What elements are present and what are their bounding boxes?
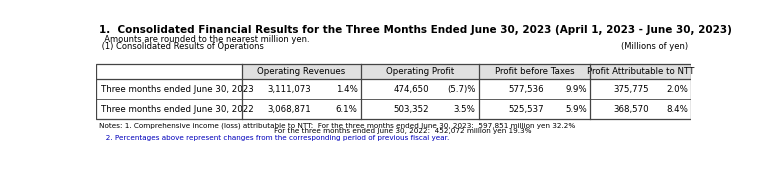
- Text: 6.1%: 6.1%: [336, 105, 357, 114]
- Text: Operating Profit: Operating Profit: [386, 67, 454, 76]
- Text: Three months ended June 30, 2022: Three months ended June 30, 2022: [101, 105, 253, 114]
- Text: Operating Revenues: Operating Revenues: [257, 67, 346, 76]
- Text: (5.7)%: (5.7)%: [447, 85, 475, 94]
- Text: 503,352: 503,352: [394, 105, 429, 114]
- Text: Profit Attributable to NTT: Profit Attributable to NTT: [588, 67, 694, 76]
- Text: 474,650: 474,650: [394, 85, 429, 94]
- Text: 2.0%: 2.0%: [667, 85, 688, 94]
- Text: (Millions of yen): (Millions of yen): [621, 42, 688, 51]
- Bar: [242, 64, 691, 79]
- Text: 9.9%: 9.9%: [565, 85, 587, 94]
- Text: 368,570: 368,570: [614, 105, 649, 114]
- Text: 5.9%: 5.9%: [565, 105, 587, 114]
- Text: (1) Consolidated Results of Operations: (1) Consolidated Results of Operations: [99, 42, 264, 51]
- Text: 8.4%: 8.4%: [667, 105, 688, 114]
- Text: 1.4%: 1.4%: [336, 85, 357, 94]
- Text: 375,775: 375,775: [614, 85, 649, 94]
- Text: Profit before Taxes: Profit before Taxes: [495, 67, 574, 76]
- Text: 3,068,871: 3,068,871: [267, 105, 311, 114]
- Text: 2. Percentages above represent changes from the corresponding period of previous: 2. Percentages above represent changes f…: [99, 135, 449, 141]
- Text: 3.5%: 3.5%: [453, 105, 475, 114]
- Text: 525,537: 525,537: [508, 105, 544, 114]
- Text: 1.  Consolidated Financial Results for the Three Months Ended June 30, 2023 (Apr: 1. Consolidated Financial Results for th…: [99, 25, 732, 35]
- Text: Notes: 1. Comprehensive income (loss) attributable to NTT:  For the three months: Notes: 1. Comprehensive income (loss) at…: [99, 122, 575, 129]
- Text: 3,111,073: 3,111,073: [267, 85, 311, 94]
- Text: Three months ended June 30, 2023: Three months ended June 30, 2023: [101, 85, 253, 94]
- Text: 577,536: 577,536: [508, 85, 544, 94]
- Bar: [96, 64, 691, 119]
- Text: For the three months ended June 30, 2022:  452,072 million yen 19.3%: For the three months ended June 30, 2022…: [274, 128, 531, 134]
- Text: Amounts are rounded to the nearest million yen.: Amounts are rounded to the nearest milli…: [99, 35, 310, 44]
